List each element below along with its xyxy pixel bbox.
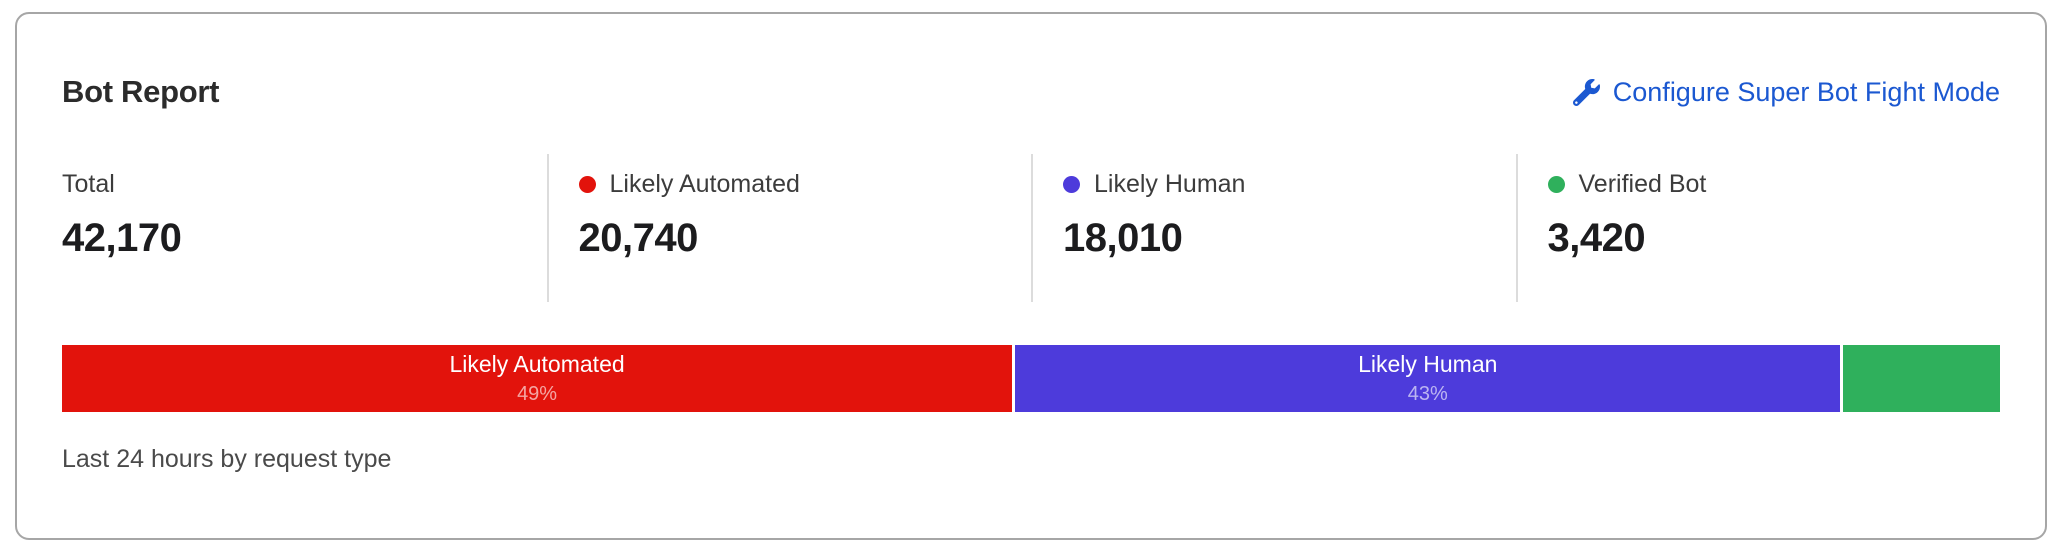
stat-likely-human: Likely Human 18,010 xyxy=(1031,154,1516,302)
request-type-stacked-bar: Likely Automated 49% Likely Human 43% xyxy=(62,345,2000,412)
stat-verified-bot-value: 3,420 xyxy=(1547,216,1646,260)
stat-likely-human-label: Likely Human xyxy=(1094,170,1246,198)
stat-likely-automated-label: Likely Automated xyxy=(609,170,800,198)
bot-report-card: Bot Report Configure Super Bot Fight Mod… xyxy=(15,12,2047,540)
card-header: Bot Report Configure Super Bot Fight Mod… xyxy=(62,74,2000,110)
bar-segment-label: Likely Human xyxy=(1358,351,1498,377)
stat-verified-bot-label: Verified Bot xyxy=(1578,170,1707,198)
stat-likely-human-value: 18,010 xyxy=(1063,216,1183,260)
bar-segment-label: Likely Automated xyxy=(449,351,625,377)
bar-segment-verified-bot xyxy=(1843,345,2000,412)
configure-link-label: Configure Super Bot Fight Mode xyxy=(1612,76,2000,107)
time-range-footnote: Last 24 hours by request type xyxy=(62,445,392,473)
stat-total: Total 42,170 xyxy=(62,154,547,302)
stat-likely-automated: Likely Automated 20,740 xyxy=(546,154,1032,302)
bar-segment-likely-human: Likely Human 43% xyxy=(1015,345,1841,412)
wrench-icon xyxy=(1572,78,1600,106)
stats-row: Total 42,170 Likely Automated 20,740 Lik… xyxy=(62,154,2000,302)
stat-total-value: 42,170 xyxy=(62,216,182,260)
bar-segment-likely-automated: Likely Automated 49% xyxy=(62,345,1013,412)
bar-segment-percent: 43% xyxy=(1407,383,1448,405)
stat-likely-automated-value: 20,740 xyxy=(578,216,699,260)
stat-total-label: Total xyxy=(62,170,115,198)
page-title: Bot Report xyxy=(62,74,220,109)
bar-segment-percent: 49% xyxy=(517,383,558,405)
likely-automated-dot-icon xyxy=(578,176,596,193)
verified-bot-dot-icon xyxy=(1547,176,1565,193)
stat-verified-bot: Verified Bot 3,420 xyxy=(1515,154,2001,302)
likely-human-dot-icon xyxy=(1063,176,1080,193)
configure-super-bot-fight-mode-link[interactable]: Configure Super Bot Fight Mode xyxy=(1572,76,2000,108)
